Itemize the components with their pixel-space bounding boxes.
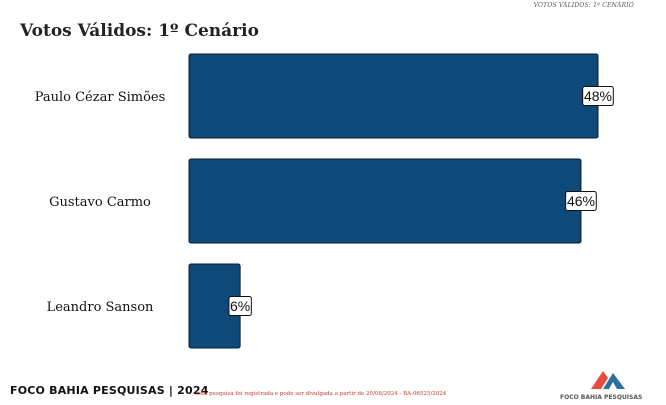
bar <box>188 158 582 244</box>
category-label: Leandro Sanson <box>47 300 154 315</box>
bar-chart: Paulo Cézar Simões 48% Gustavo Carmo 46% Lea… <box>35 53 614 349</box>
chart-title: Votos Válidos: 1º Cenário <box>20 21 259 41</box>
data-label-box <box>565 191 597 211</box>
footer-registration-note: Esta pesquisa foi registrada e pode ser … <box>195 391 447 397</box>
bar <box>188 53 599 139</box>
logo-text: FOCO BAHIA PESQUISAS <box>560 394 643 401</box>
header-note: VOTOS VÁLIDOS: 1º CENÁRIO <box>533 2 634 9</box>
data-label-box <box>582 86 614 106</box>
data-label: 6% <box>230 298 250 314</box>
data-label-box <box>228 296 252 316</box>
brand-logo: FOCO BAHIA PESQUISAS <box>560 367 643 403</box>
data-label: 46% <box>567 193 595 209</box>
data-label: 48% <box>584 88 612 104</box>
footer-brand: FOCO BAHIA PESQUISAS | 2024 <box>10 384 209 397</box>
category-label: Gustavo Carmo <box>49 195 151 210</box>
category-label: Paulo Cézar Simões <box>35 90 166 105</box>
mountain-logo-icon <box>591 371 625 389</box>
